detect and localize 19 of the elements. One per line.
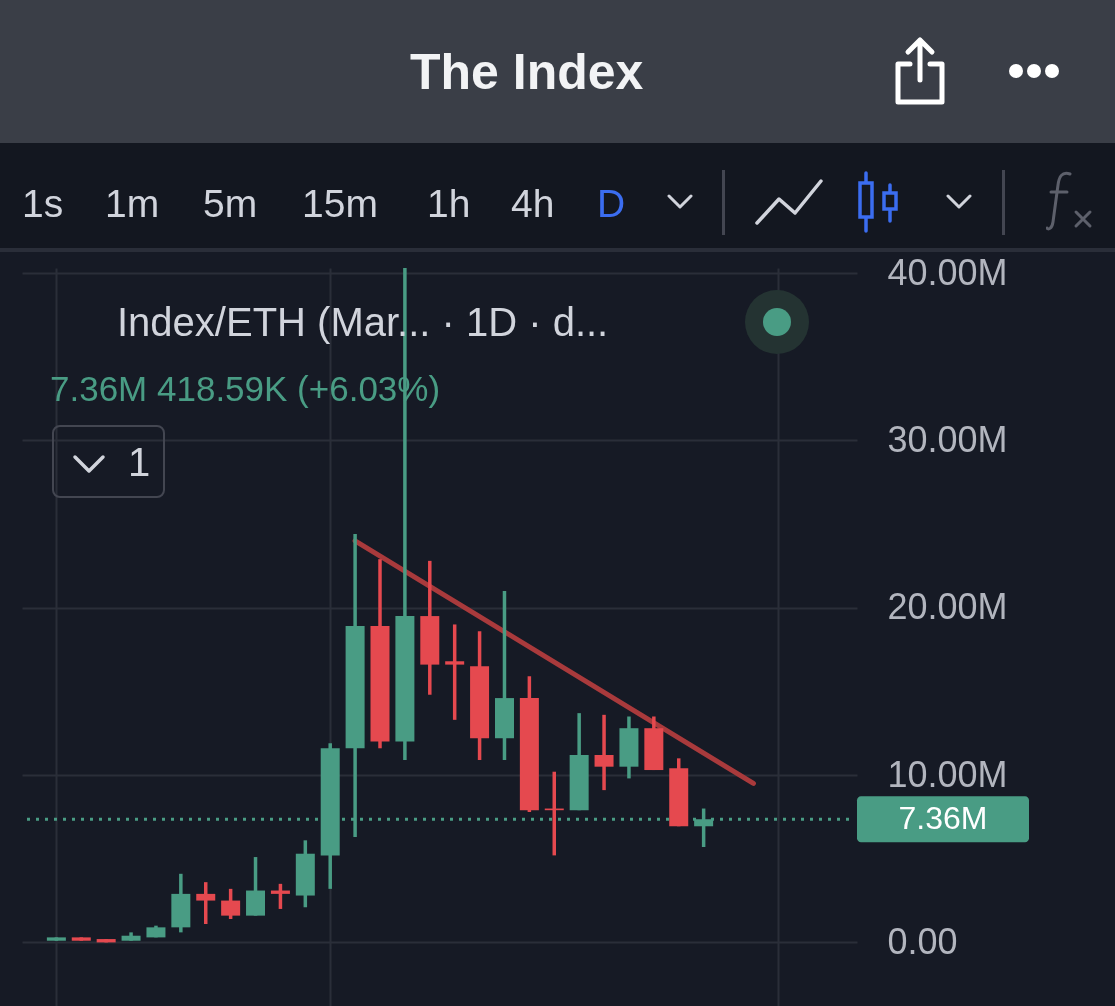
ref-line-label: 7.36M: [898, 800, 988, 837]
text: 1m: [105, 181, 160, 225]
candlestick: [196, 882, 216, 924]
text: 5m: [203, 181, 258, 225]
text: 1s: [22, 181, 64, 225]
candlestick: [221, 888, 241, 919]
chart-title: The Index: [410, 44, 644, 100]
text: 15m: [302, 181, 378, 225]
candlestick: [594, 714, 614, 792]
annotation: 1: [128, 440, 151, 484]
y-tick-label: 10.00M: [887, 753, 1008, 795]
y-tick-label: 40.00M: [887, 251, 1008, 293]
text: D: [597, 181, 626, 225]
y-tick-label: 0.00: [887, 920, 958, 962]
text: 4h: [511, 181, 555, 225]
text: 1h: [427, 181, 471, 225]
y-tick-label: 20.00M: [887, 586, 1008, 628]
candlestick: [445, 624, 465, 720]
y-tick-label: 30.00M: [887, 418, 1008, 460]
